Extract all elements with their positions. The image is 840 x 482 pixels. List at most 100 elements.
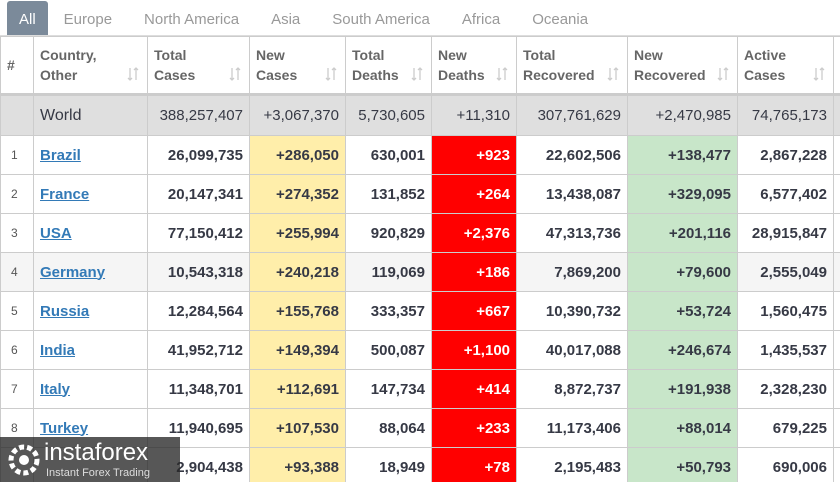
header-label: New Deaths xyxy=(438,47,485,83)
region-tab[interactable]: North America xyxy=(144,11,240,28)
value-cell: 119,069 xyxy=(345,252,432,292)
sort-icon xyxy=(496,67,508,81)
value-cell: +1,100 xyxy=(431,330,517,370)
region-tab[interactable]: Asia xyxy=(271,11,301,28)
value-cell: 12,284,564 xyxy=(147,291,250,331)
value-cell: 5,730,605 xyxy=(345,94,432,136)
header-label: New Recovered xyxy=(634,47,706,83)
value-cell xyxy=(833,135,840,175)
region-tab[interactable]: Africa xyxy=(461,11,501,28)
column-header[interactable]: Total Deaths xyxy=(345,36,432,96)
country-link[interactable]: Germany xyxy=(40,263,106,281)
value-cell xyxy=(833,447,840,482)
value-cell: 20,147,341 xyxy=(147,174,250,214)
value-cell: 2,555,049 xyxy=(737,252,834,292)
value-cell: +50,793 xyxy=(627,447,738,482)
column-header xyxy=(833,36,840,96)
column-header[interactable]: New Deaths xyxy=(431,36,517,96)
value-cell: +2,470,985 xyxy=(627,94,738,136)
header-label: Active Cases xyxy=(744,47,787,83)
value-cell: 307,761,629 xyxy=(516,94,628,136)
sort-icon xyxy=(607,67,619,81)
value-cell: 333,357 xyxy=(345,291,432,331)
value-cell: +246,674 xyxy=(627,330,738,370)
value-cell: 2,328,230 xyxy=(737,369,834,409)
value-cell: 11,348,701 xyxy=(147,369,250,409)
country-link[interactable]: India xyxy=(40,341,76,359)
row-number: 2 xyxy=(0,174,34,214)
watermark-tagline: Instant Forex Trading xyxy=(46,467,150,479)
value-cell: 88,064 xyxy=(345,408,432,448)
value-cell: +264 xyxy=(431,174,517,214)
row-number: 1 xyxy=(0,135,34,175)
country-link[interactable]: Russia xyxy=(40,302,90,320)
region-tab[interactable]: South America xyxy=(332,11,430,28)
value-cell: 6,577,402 xyxy=(737,174,834,214)
country-link[interactable]: USA xyxy=(40,224,72,242)
value-cell: +233 xyxy=(431,408,517,448)
value-cell: 147,734 xyxy=(345,369,432,409)
value-cell: +240,218 xyxy=(249,252,346,292)
sort-icon xyxy=(127,67,139,81)
value-cell: 131,852 xyxy=(345,174,432,214)
value-cell: +3,067,370 xyxy=(249,94,346,136)
value-cell xyxy=(833,94,840,136)
country-row: 1 Brazil 26,099,735 +286,050 630,001 +923 22,6… xyxy=(0,135,840,175)
watermark-brand: instaforex xyxy=(44,439,149,466)
value-cell: +274,352 xyxy=(249,174,346,214)
region-tab[interactable]: All xyxy=(7,1,48,35)
value-cell: +88,014 xyxy=(627,408,738,448)
region-tab[interactable]: Oceania xyxy=(532,11,589,28)
row-number: 7 xyxy=(0,369,34,409)
country-link[interactable]: Brazil xyxy=(40,146,81,164)
row-number xyxy=(0,94,34,136)
value-cell: 1,560,475 xyxy=(737,291,834,331)
column-header[interactable]: New Recovered xyxy=(627,36,738,96)
country-cell: Russia xyxy=(33,291,148,331)
column-header[interactable]: Total Cases xyxy=(147,36,250,96)
value-cell: 11,173,406 xyxy=(516,408,628,448)
column-header: # xyxy=(0,36,34,96)
value-cell xyxy=(833,330,840,370)
value-cell: +255,994 xyxy=(249,213,346,253)
tab-bar: All Europe North America Asia South America A… xyxy=(0,0,840,36)
column-header[interactable]: New Cases xyxy=(249,36,346,96)
value-cell: +329,095 xyxy=(627,174,738,214)
column-header[interactable]: Country, Other xyxy=(33,36,148,96)
header-label: # xyxy=(7,57,15,73)
country-cell: France xyxy=(33,174,148,214)
value-cell: +11,310 xyxy=(431,94,517,136)
watermark: instaforex Instant Forex Trading xyxy=(0,437,180,482)
value-cell: 22,602,506 xyxy=(516,135,628,175)
country-row: 2 France 20,147,341 +274,352 131,852 +264 13,4… xyxy=(0,174,840,214)
value-cell xyxy=(833,213,840,253)
country-row: 3 USA 77,150,412 +255,994 920,829 +2,376 47,31… xyxy=(0,213,840,253)
value-cell: 18,949 xyxy=(345,447,432,482)
country-cell: India xyxy=(33,330,148,370)
country-row: 6 India 41,952,712 +149,394 500,087 +1,100 40,… xyxy=(0,330,840,370)
column-header[interactable]: Active Cases xyxy=(737,36,834,96)
country-cell: USA xyxy=(33,213,148,253)
value-cell: 7,869,200 xyxy=(516,252,628,292)
column-header[interactable]: Total Recovered xyxy=(516,36,628,96)
value-cell: 690,006 xyxy=(737,447,834,482)
country-cell: World xyxy=(33,94,148,136)
value-cell: 77,150,412 xyxy=(147,213,250,253)
value-cell: 500,087 xyxy=(345,330,432,370)
value-cell: +191,938 xyxy=(627,369,738,409)
value-cell: 28,915,847 xyxy=(737,213,834,253)
value-cell: 10,543,318 xyxy=(147,252,250,292)
value-cell: 26,099,735 xyxy=(147,135,250,175)
sort-icon xyxy=(229,67,241,81)
value-cell: 1,435,537 xyxy=(737,330,834,370)
value-cell: 10,390,732 xyxy=(516,291,628,331)
value-cell xyxy=(833,252,840,292)
country-link[interactable]: Turkey xyxy=(40,419,89,437)
country-link[interactable]: France xyxy=(40,185,90,203)
country-link[interactable]: Italy xyxy=(40,380,71,398)
value-cell: +78 xyxy=(431,447,517,482)
value-cell: +2,376 xyxy=(431,213,517,253)
value-cell: +93,388 xyxy=(249,447,346,482)
region-tab[interactable]: Europe xyxy=(63,11,113,28)
